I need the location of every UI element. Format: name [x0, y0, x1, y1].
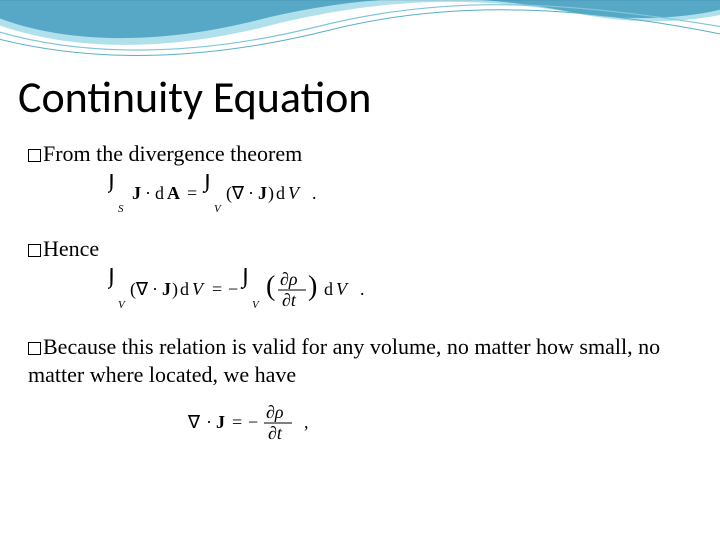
wave-fill-front — [0, 0, 720, 38]
wave-fill-back — [0, 0, 720, 45]
svg-text:V: V — [192, 279, 205, 299]
svg-text:V: V — [214, 203, 222, 215]
svg-text:J: J — [216, 412, 225, 432]
svg-text:=: = — [212, 279, 222, 299]
svg-text:): ) — [268, 183, 274, 204]
svg-text:∫: ∫ — [108, 174, 117, 193]
svg-text:−: − — [228, 279, 238, 299]
top-rule — [0, 0, 720, 1]
slide: Continuity Equation From the divergence … — [0, 0, 720, 540]
slide-body: From the divergence theorem ∫ S J · d A … — [28, 140, 698, 465]
svg-text:V: V — [336, 279, 349, 299]
bullet-2: Hence — [28, 235, 698, 263]
svg-text:A: A — [167, 183, 180, 203]
svg-text:d: d — [324, 279, 333, 299]
svg-text:∫: ∫ — [202, 174, 213, 193]
svg-text:∂t: ∂t — [282, 290, 297, 310]
svg-text:(∇: (∇ — [130, 279, 149, 300]
bullet-1: From the divergence theorem — [28, 140, 698, 168]
svg-text:−: − — [248, 412, 258, 432]
svg-text:): ) — [172, 279, 178, 300]
equation-1: ∫ S J · d A = ∫ V (∇ · J ) d V . — [108, 174, 698, 221]
wave-decoration — [0, 0, 720, 70]
svg-text:·: · — [145, 183, 151, 203]
svg-text:∫: ∫ — [108, 268, 117, 289]
svg-text:·: · — [248, 183, 254, 203]
bullet-3: Because this relation is valid for any v… — [28, 333, 698, 388]
svg-text:∂ρ: ∂ρ — [280, 269, 298, 289]
equation-2: ∫ V (∇ · J ) d V = − ∫ V ( ∂ρ ∂t ) — [108, 268, 698, 319]
svg-text:d: d — [155, 183, 164, 203]
svg-text:J: J — [162, 279, 171, 299]
bullet-box-icon — [28, 149, 41, 162]
svg-text:,: , — [304, 412, 309, 432]
equation-3: ∇ · J = − ∂ρ ∂t , — [188, 402, 698, 451]
svg-text:(: ( — [266, 271, 275, 302]
svg-text:=: = — [187, 183, 197, 203]
svg-text:∫: ∫ — [240, 268, 251, 289]
bullet-box-icon — [28, 244, 41, 257]
svg-text:J: J — [258, 183, 267, 203]
svg-text:J: J — [132, 183, 141, 203]
svg-text:∇: ∇ — [188, 412, 201, 432]
svg-text:S: S — [118, 203, 124, 215]
svg-text:d: d — [180, 279, 189, 299]
svg-text:·: · — [206, 412, 212, 432]
svg-text:V: V — [118, 299, 126, 311]
bullet-box-icon — [28, 342, 41, 355]
svg-text:=: = — [232, 412, 242, 432]
svg-text:∂ρ: ∂ρ — [266, 402, 284, 422]
wave-line-1 — [0, 5, 720, 50]
svg-text:V: V — [288, 183, 301, 203]
svg-text:∂t: ∂t — [268, 423, 283, 443]
svg-text:(∇: (∇ — [226, 183, 245, 204]
svg-text:V: V — [252, 299, 260, 311]
svg-text:d: d — [276, 183, 285, 203]
svg-text:.: . — [312, 183, 317, 203]
wave-line-2 — [0, 10, 720, 56]
bullet-3-text: Because this relation is valid for any v… — [28, 334, 660, 387]
svg-text:): ) — [308, 271, 317, 302]
svg-text:·: · — [152, 279, 158, 299]
slide-title: Continuity Equation — [18, 70, 371, 124]
bullet-1-text: From the divergence theorem — [43, 141, 302, 166]
bullet-2-text: Hence — [43, 236, 99, 261]
svg-text:.: . — [360, 279, 365, 299]
